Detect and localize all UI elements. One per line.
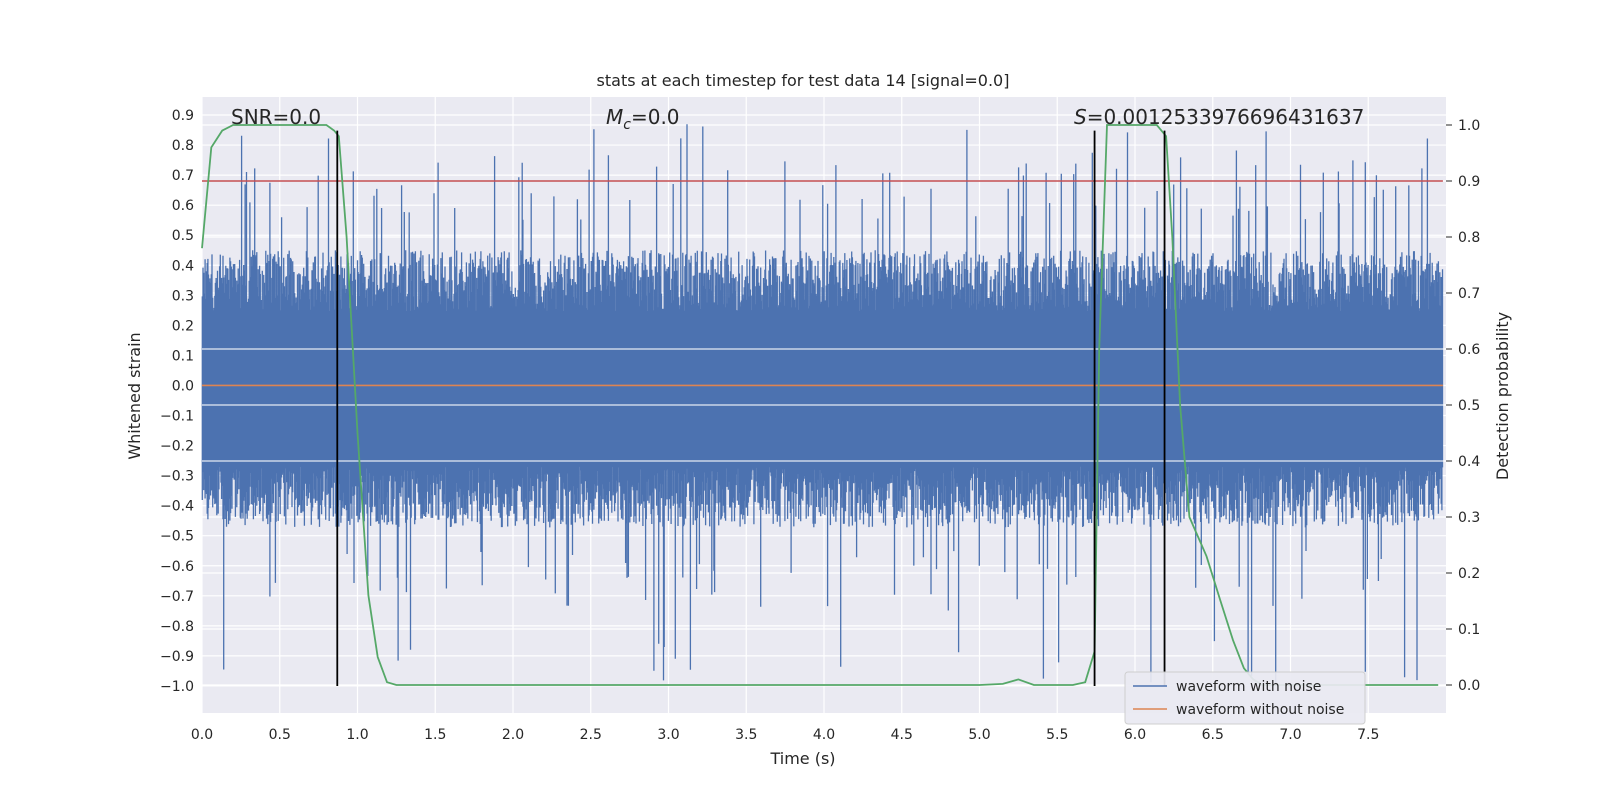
x-tick-label: 7.0 [1279, 727, 1301, 743]
x-tick-label: 2.0 [502, 727, 524, 743]
y-tick-label: 0.7 [172, 168, 194, 184]
x-tick-label: 3.5 [735, 727, 757, 743]
y-tick-label: 0.4 [172, 258, 194, 274]
y2-tick-label: 0.4 [1458, 454, 1480, 470]
y-tick-label: 0.0 [172, 378, 194, 394]
y-tick-label: 0.6 [172, 198, 194, 214]
x-tick-label: 0.5 [269, 727, 291, 743]
x-axis-label: Time (s) [769, 749, 835, 768]
legend-label-noise: waveform with noise [1176, 679, 1321, 695]
y-axis-label: Whitened strain [125, 332, 144, 459]
y-tick-label: −0.5 [160, 529, 194, 545]
y-tick-label: −0.2 [160, 439, 194, 455]
x-tick-label: 2.5 [580, 727, 602, 743]
y-tick-label: 0.9 [172, 108, 194, 124]
y-tick-label: −0.7 [160, 589, 194, 605]
x-tick-label: 6.5 [1202, 727, 1224, 743]
y-tick-label: 0.2 [172, 318, 194, 334]
annotation-mc: Mc=0.0 [606, 105, 680, 133]
x-tick-label: 3.0 [657, 727, 679, 743]
x-tick-label: 0.0 [191, 727, 213, 743]
y-tick-label: −0.4 [160, 499, 194, 515]
y-tick-label: 0.8 [172, 138, 194, 154]
x-tick-label: 4.5 [891, 727, 913, 743]
y-tick-label: −0.8 [160, 619, 194, 635]
y-tick-label: −0.9 [160, 649, 194, 665]
chart-title: stats at each timestep for test data 14 … [597, 71, 1010, 90]
y2-tick-label: 1.0 [1458, 118, 1480, 134]
x-tick-label: 1.5 [424, 727, 446, 743]
y2-tick-label: 0.8 [1458, 230, 1480, 246]
x-tick-label: 5.0 [968, 727, 990, 743]
y2-tick-label: 0.1 [1458, 622, 1480, 638]
annotation-s: S=0.0012533976696431637 [1074, 105, 1364, 129]
y2-tick-label: 0.7 [1458, 286, 1480, 302]
y-tick-label: 0.3 [172, 288, 194, 304]
y-tick-label: 0.1 [172, 348, 194, 364]
y2-tick-label: 0.6 [1458, 342, 1480, 358]
x-tick-label: 6.0 [1124, 727, 1146, 743]
legend: waveform with noise waveform without noi… [1124, 671, 1366, 725]
y-tick-label: −0.1 [160, 409, 194, 425]
x-tick-label: 4.0 [813, 727, 835, 743]
y2-axis-label: Detection probability [1493, 312, 1512, 480]
y2-tick-label: 0.2 [1458, 566, 1480, 582]
y-tick-label: −1.0 [160, 679, 194, 695]
y2-tick-label: 0.0 [1458, 678, 1480, 694]
y-tick-label: −0.6 [160, 559, 194, 575]
y2-tick-label: 0.5 [1458, 398, 1480, 414]
x-tick-label: 7.5 [1357, 727, 1379, 743]
y2-tick-label: 0.9 [1458, 174, 1480, 190]
y2-tick-label: 0.3 [1458, 510, 1480, 526]
x-tick-label: 5.5 [1046, 727, 1068, 743]
x-tick-label: 1.0 [346, 727, 368, 743]
noise-band [202, 311, 1443, 467]
y-tick-label: −0.3 [160, 469, 194, 485]
annotation-snr: SNR=0.0 [231, 105, 321, 129]
y-tick-label: 0.5 [172, 228, 194, 244]
series-waveform-with-noise [201, 124, 1446, 685]
legend-label-clean: waveform without noise [1176, 702, 1344, 718]
